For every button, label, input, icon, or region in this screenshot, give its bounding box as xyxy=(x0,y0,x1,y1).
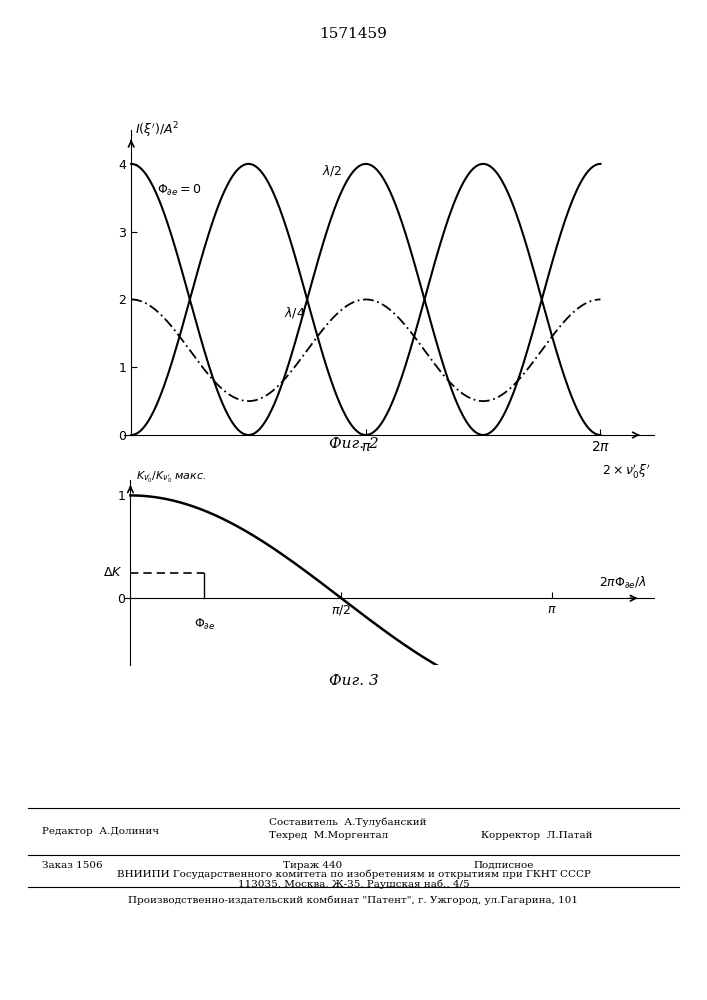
Text: Заказ 1506: Заказ 1506 xyxy=(42,860,103,869)
Text: Составитель  А.Тулубанский: Составитель А.Тулубанский xyxy=(269,817,426,827)
Text: $\lambda/4$: $\lambda/4$ xyxy=(284,305,305,320)
Text: 113035, Москва, Ж-35, Раушская наб., 4/5: 113035, Москва, Ж-35, Раушская наб., 4/5 xyxy=(238,879,469,889)
Text: Тираж 440: Тираж 440 xyxy=(283,860,342,869)
Text: $2\pi\Phi_{\partial e}/\lambda$: $2\pi\Phi_{\partial e}/\lambda$ xyxy=(600,575,648,591)
Text: $\Phi_{\partial e}$: $\Phi_{\partial e}$ xyxy=(194,617,215,632)
Text: $\lambda/2$: $\lambda/2$ xyxy=(322,163,342,178)
Text: $2\times\nu_0'\xi'$: $2\times\nu_0'\xi'$ xyxy=(602,462,650,480)
Text: $I(\xi')/A^2$: $I(\xi')/A^2$ xyxy=(135,121,180,140)
Text: $\Phi_{\partial e}=0$: $\Phi_{\partial e}=0$ xyxy=(158,183,202,198)
Text: Фиг. 3: Фиг. 3 xyxy=(329,674,378,688)
Text: Корректор  Л.Патай: Корректор Л.Патай xyxy=(481,832,592,840)
Text: $\Delta K$: $\Delta K$ xyxy=(103,566,122,579)
Text: Редактор  А.Долинич: Редактор А.Долинич xyxy=(42,828,160,836)
Text: Производственно-издательский комбинат "Патент", г. Ужгород, ул.Гагарина, 101: Производственно-издательский комбинат "П… xyxy=(129,895,578,905)
Text: 1571459: 1571459 xyxy=(320,27,387,41)
Text: $K_{\nu_0'}/K_{\nu_0'}$ макс.: $K_{\nu_0'}/K_{\nu_0'}$ макс. xyxy=(136,469,206,485)
Text: ВНИИПИ Государственного комитета по изобретениям и открытиям при ГКНТ СССР: ВНИИПИ Государственного комитета по изоб… xyxy=(117,869,590,879)
Text: Техред  М.Моргентал: Техред М.Моргентал xyxy=(269,832,388,840)
Text: Подписное: Подписное xyxy=(474,860,534,869)
Text: Фиг. 2: Фиг. 2 xyxy=(329,437,378,451)
